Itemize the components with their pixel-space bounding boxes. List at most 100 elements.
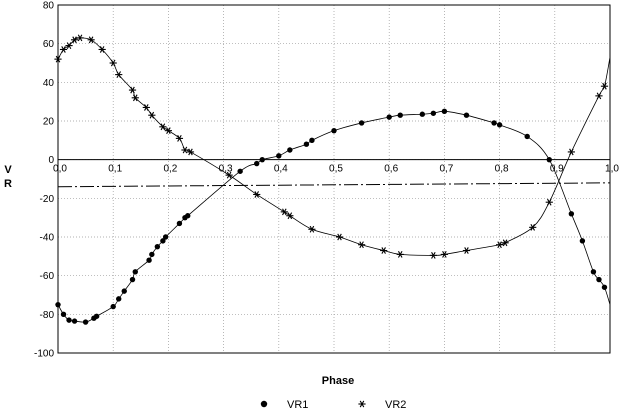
- grid-lines: [57, 4, 611, 354]
- x-tick-label: 0,6: [384, 164, 398, 175]
- y-tick-label: 0: [48, 155, 54, 166]
- vr1-point: [71, 318, 78, 324]
- y-tick-label: -40: [40, 233, 55, 244]
- legend-vr1-marker: [260, 400, 268, 408]
- vr2-point: [253, 191, 261, 198]
- legend-vr2-marker: [358, 400, 366, 408]
- vr1-point: [116, 296, 122, 302]
- vr2-points: [54, 34, 609, 259]
- legend: VR1 VR2: [260, 399, 406, 411]
- vr2-point: [181, 146, 189, 154]
- vr2-point: [380, 247, 388, 254]
- vr2-point: [462, 247, 471, 254]
- vr2-point: [358, 241, 366, 249]
- x-tick-label: 0,2: [163, 164, 177, 175]
- y-tick-labels: -100 -80 -60 -40 -20 0 20 40 60 80: [34, 1, 54, 360]
- legend-vr1-label: VR1: [287, 399, 308, 411]
- vr2-point: [335, 233, 344, 241]
- vr2-point: [186, 148, 195, 156]
- legend-vr2-label: VR2: [385, 399, 406, 411]
- vr1-point: [430, 110, 437, 116]
- vr1-point: [568, 211, 575, 217]
- vr1-point: [66, 317, 72, 323]
- vr1-point: [496, 122, 503, 128]
- x-tick-label: 0,4: [274, 164, 288, 175]
- vr2-point: [175, 135, 184, 142]
- vr2-point: [280, 208, 288, 216]
- vr1-point: [110, 303, 116, 310]
- vr2-point: [59, 46, 68, 53]
- vr2-point: [429, 251, 437, 259]
- systemic-velocity-line: [57, 182, 611, 188]
- vr1-point: [463, 112, 470, 118]
- vr1-point: [154, 243, 161, 250]
- vr1-point: [254, 160, 260, 167]
- vr1-point: [60, 311, 67, 318]
- vr1-point: [121, 288, 127, 294]
- vr1-point: [331, 127, 337, 134]
- y-tick-label: -100: [34, 349, 54, 360]
- vr2-point: [87, 36, 95, 44]
- vr2-point: [545, 198, 553, 206]
- vr1-point: [419, 111, 426, 117]
- vr1-point: [176, 220, 183, 227]
- x-tick-label: 0,8: [495, 164, 509, 175]
- vr2-point: [286, 212, 294, 220]
- y-tick-label: -80: [40, 310, 55, 321]
- vr1-point: [55, 301, 61, 308]
- vr1-point: [590, 269, 597, 275]
- vr2-point: [567, 148, 575, 156]
- vr1-point: [601, 284, 608, 290]
- vr1-point: [149, 251, 155, 258]
- vr2-point: [595, 92, 603, 100]
- plot-frame: [57, 4, 611, 354]
- vr2-point: [70, 36, 79, 44]
- vr1-point: [276, 153, 282, 159]
- vr2-point: [501, 239, 509, 247]
- vr2-point: [131, 94, 139, 102]
- vr1-points: [55, 108, 608, 325]
- vr1-point: [579, 238, 586, 244]
- vr2-point: [128, 86, 137, 94]
- vr2-point: [148, 111, 156, 119]
- vr1-point: [303, 141, 310, 147]
- vr1-point: [524, 133, 530, 140]
- vr1-point: [358, 120, 365, 126]
- vr2-point: [142, 104, 150, 111]
- x-tick-label: 0,5: [329, 164, 343, 175]
- vr2-point: [308, 225, 316, 233]
- vr1-point: [397, 112, 403, 118]
- vr1-point: [441, 108, 448, 115]
- vr2-point: [109, 59, 117, 67]
- y-tick-label: -60: [40, 271, 55, 282]
- vr2-point: [54, 55, 62, 63]
- y-axis-label-line2: R: [4, 178, 12, 190]
- vr1-point: [185, 213, 191, 219]
- y-tick-label: 40: [43, 78, 55, 89]
- x-tick-label: 0,7: [439, 164, 453, 175]
- x-tick-label: 0,3: [219, 164, 233, 175]
- vr1-point: [309, 137, 315, 144]
- y-tick-label: 80: [43, 1, 55, 12]
- vr2-point: [600, 82, 609, 90]
- x-tick-label: 0,1: [108, 164, 122, 175]
- vr2-point: [529, 223, 537, 231]
- vr2-point: [76, 34, 84, 42]
- x-tick-labels: 0,0 0,1 0,2 0,3 0,4 0,5 0,6 0,7 0,8 0,9 1,0: [53, 164, 619, 175]
- vr1-point: [491, 120, 497, 126]
- x-tick-label: 0,9: [550, 164, 564, 175]
- vr1-point: [146, 257, 152, 263]
- vr2-point: [440, 251, 448, 258]
- vr1-point: [132, 269, 138, 275]
- vr2-point: [164, 127, 172, 135]
- y-tick-label: -20: [40, 194, 55, 205]
- vr1-point: [287, 147, 293, 153]
- vr1-point: [596, 276, 602, 283]
- vr1-point: [93, 313, 100, 319]
- vr1-point: [82, 319, 89, 325]
- legend-vr2-asterisk: [358, 400, 366, 408]
- vr2-point: [159, 123, 167, 131]
- vr1-point: [237, 168, 243, 174]
- vr2-point: [115, 71, 123, 78]
